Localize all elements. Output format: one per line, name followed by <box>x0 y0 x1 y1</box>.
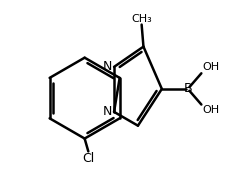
Text: B: B <box>184 81 193 95</box>
Text: N: N <box>103 105 112 118</box>
Text: N: N <box>103 60 112 73</box>
Text: OH: OH <box>202 105 219 115</box>
Text: OH: OH <box>202 62 219 72</box>
Text: Cl: Cl <box>82 152 94 165</box>
Text: CH₃: CH₃ <box>131 14 152 24</box>
